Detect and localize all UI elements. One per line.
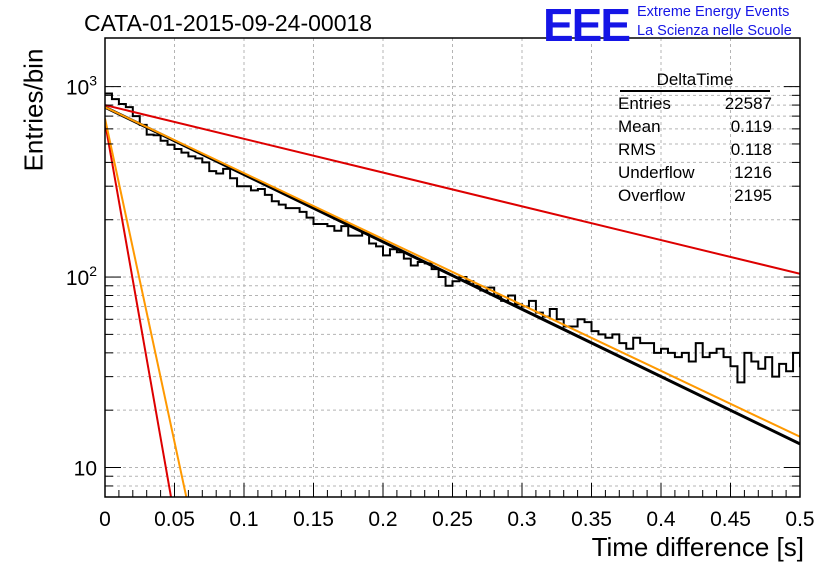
x-tick-label: 0.3	[507, 508, 536, 531]
x-tick-label: 0.25	[432, 508, 473, 531]
stats-row-rms: RMS 0.118	[612, 138, 778, 161]
x-tick-label: 0.5	[785, 508, 814, 531]
stats-row-mean: Mean 0.119	[612, 115, 778, 138]
stats-value: 0.119	[730, 117, 772, 136]
stats-row-overflow: Overflow 2195	[612, 184, 778, 207]
fit-line-0	[105, 105, 800, 446]
stats-label: Mean	[618, 117, 661, 136]
stats-row-underflow: Underflow 1216	[612, 161, 778, 184]
chart-title: CATA-01-2015-09-24-00018	[84, 10, 373, 36]
y-tick-label: 102	[66, 263, 97, 290]
stats-label: Entries	[618, 94, 671, 113]
eee-logo: EEE	[543, 0, 631, 51]
histogram-step	[105, 92, 800, 384]
fit-lines	[105, 104, 800, 497]
stats-label: Underflow	[618, 163, 695, 182]
y-axis-label: Entries/bin	[18, 48, 49, 172]
stats-box: DeltaTime Entries 22587 Mean 0.119 RMS 0…	[612, 70, 778, 207]
fit-line-2	[105, 104, 800, 275]
x-tick-label: 0.4	[646, 508, 676, 531]
stats-row-entries: Entries 22587	[612, 92, 778, 115]
logo-caption-line-2: La Scienza nelle Scuole	[637, 23, 792, 39]
stats-value: 2195	[734, 186, 772, 205]
y-tick-label: 10	[74, 458, 97, 481]
stats-value: 0.118	[730, 140, 772, 159]
x-tick-label: 0.15	[293, 508, 334, 531]
x-tick-label: 0.2	[368, 508, 397, 531]
x-tick-label: 0.1	[229, 508, 258, 531]
x-tick-label: 0.45	[710, 508, 751, 531]
y-axis-ticks: 10 102 103	[66, 73, 800, 498]
stats-label: RMS	[618, 140, 656, 159]
fit-line-4	[105, 118, 188, 497]
stats-value: 22587	[724, 94, 772, 113]
x-tick-label: 0.05	[154, 508, 195, 531]
y-tick-label: 103	[66, 73, 97, 100]
stats-title: DeltaTime	[620, 70, 770, 92]
stats-value: 1216	[734, 163, 772, 182]
x-axis-label: Time difference [s]	[591, 532, 804, 562]
x-tick-label: 0.35	[571, 508, 612, 531]
histogram	[105, 92, 800, 384]
stats-label: Overflow	[618, 186, 686, 205]
fit-line-3	[105, 122, 173, 497]
x-tick-label: 0	[99, 508, 111, 531]
logo-caption: Extreme Energy Events La Scienza nelle S…	[637, 3, 792, 41]
fit-line-1	[105, 106, 800, 438]
logo-caption-line-1: Extreme Energy Events	[637, 4, 790, 20]
x-axis-ticks: 0 0.05 0.1 0.15 0.2 0.25 0.3 0.35 0.4 0.45 0.5	[99, 483, 815, 531]
